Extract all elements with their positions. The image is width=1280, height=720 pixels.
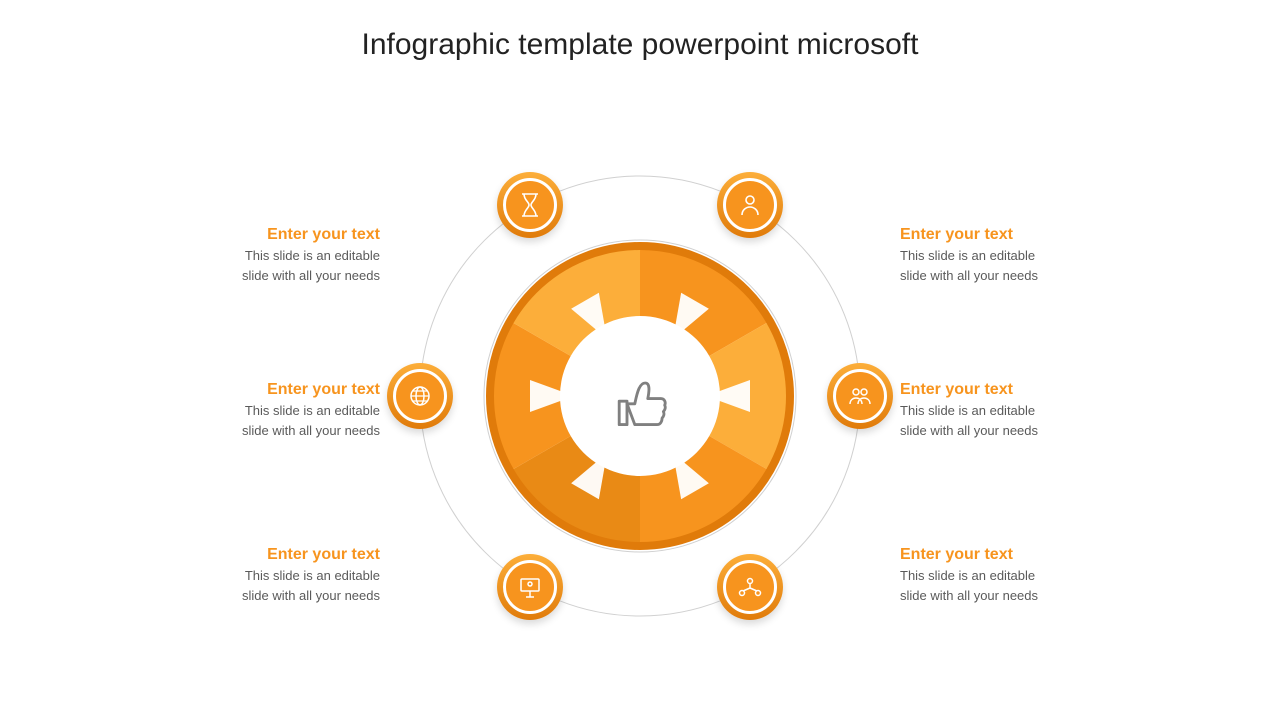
circular-diagram: Enter your textThis slide is an editable…: [290, 136, 990, 656]
node-globe-icon: [387, 363, 453, 429]
node-5-desc: This slide is an editable slide with all…: [140, 246, 380, 285]
node-4-text: Enter your text This slide is an editable…: [140, 381, 380, 440]
node-0-heading: Enter your text: [900, 226, 1140, 244]
node-presenter-icon: [497, 554, 563, 620]
node-2-text: Enter your text This slide is an editable…: [900, 546, 1140, 605]
node-3-heading: Enter your text: [140, 546, 380, 564]
node-0-text: Enter your text This slide is an editable…: [900, 226, 1140, 285]
node-5-heading: Enter your text: [140, 226, 380, 244]
ring-svg: [380, 136, 900, 656]
node-4-heading: Enter your text: [140, 381, 380, 399]
node-person-icon: [717, 172, 783, 238]
node-1-desc: This slide is an editable slide with all…: [900, 401, 1140, 440]
node-3-text: Enter your text This slide is an editable…: [140, 546, 380, 605]
node-2-desc: This slide is an editable slide with all…: [900, 566, 1140, 605]
node-0-desc: This slide is an editable slide with all…: [900, 246, 1140, 285]
node-group-icon: [827, 363, 893, 429]
node-5-text: Enter your text This slide is an editable…: [140, 226, 380, 285]
node-1-heading: Enter your text: [900, 381, 1140, 399]
node-hourglass-icon: [497, 172, 563, 238]
node-network-icon: [717, 554, 783, 620]
node-2-heading: Enter your text: [900, 546, 1140, 564]
node-1-text: Enter your text This slide is an editable…: [900, 381, 1140, 440]
node-3-desc: This slide is an editable slide with all…: [140, 566, 380, 605]
node-4-desc: This slide is an editable slide with all…: [140, 401, 380, 440]
page-title: Infographic template powerpoint microsof…: [0, 28, 1280, 62]
